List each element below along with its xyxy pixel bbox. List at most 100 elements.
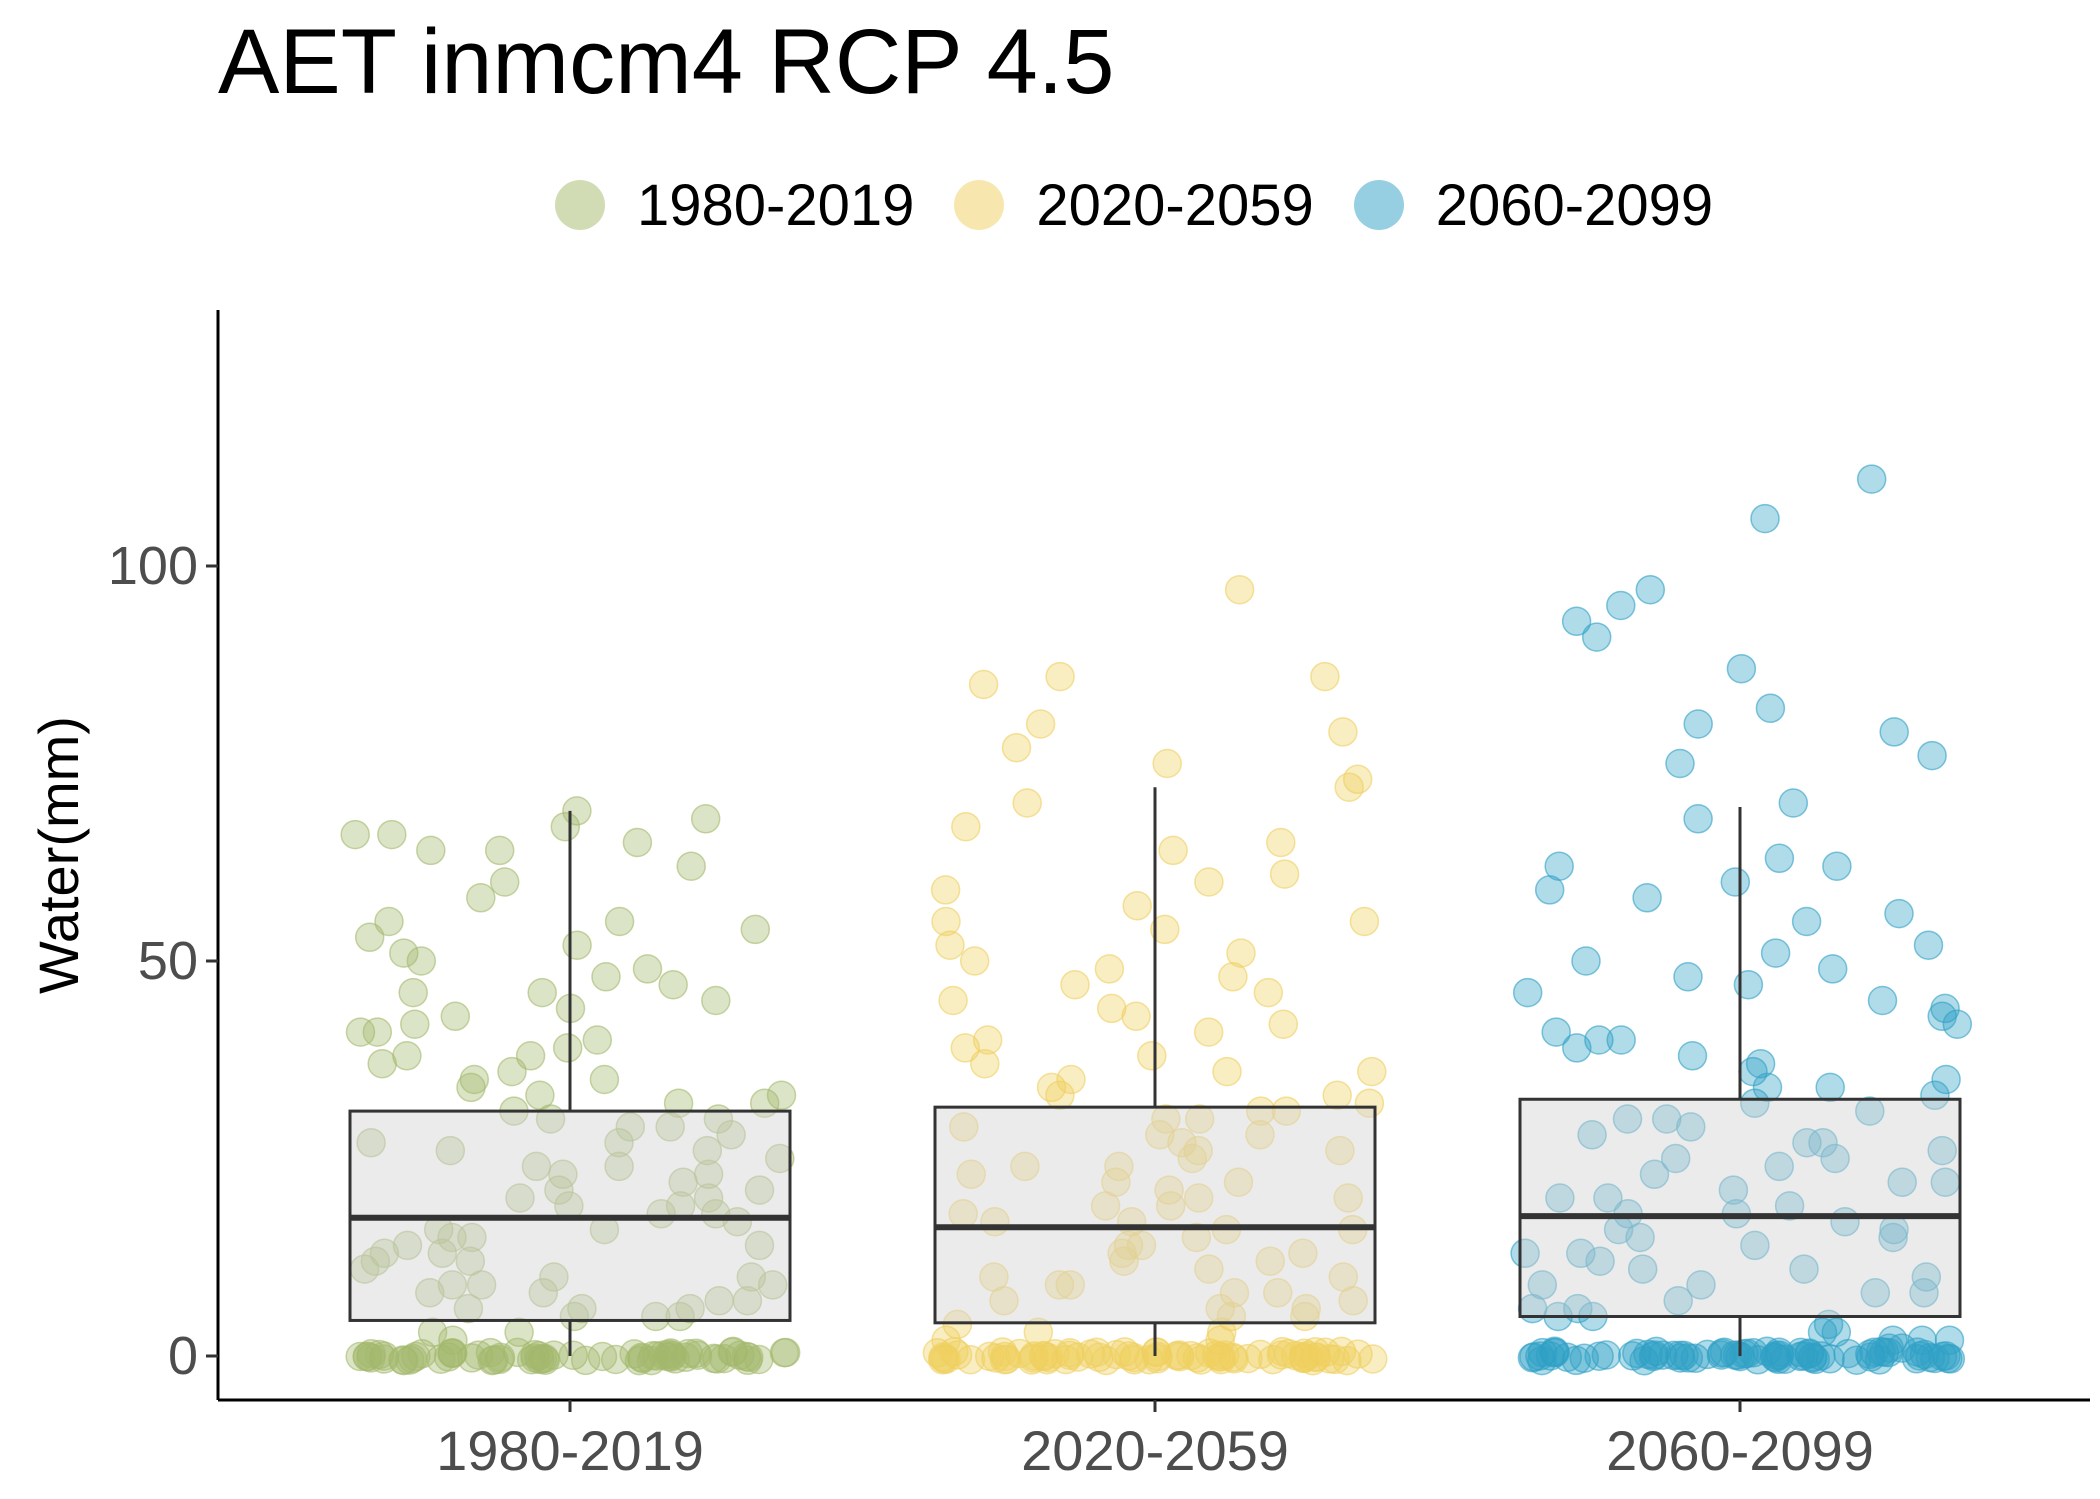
- data-point: [528, 1278, 559, 1308]
- data-point: [632, 954, 663, 984]
- data-point: [527, 977, 557, 1008]
- data-point: [1219, 1278, 1250, 1308]
- box-2060-2099: [1518, 1097, 1962, 1318]
- data-point: [489, 867, 520, 897]
- data-point: [692, 1135, 723, 1166]
- data-point: [484, 1344, 515, 1375]
- data-point: [1342, 764, 1373, 795]
- data-point: [1856, 1342, 1886, 1372]
- data-point: [1683, 804, 1713, 834]
- data-point: [1569, 1343, 1600, 1373]
- data-point: [457, 1222, 487, 1253]
- data-point: [567, 1293, 597, 1324]
- data-point: [1512, 977, 1543, 1008]
- data-point: [1815, 1072, 1845, 1103]
- data-point: [1774, 1191, 1805, 1221]
- data-point: [1718, 1175, 1749, 1205]
- data-point: [1878, 1222, 1908, 1253]
- data-point: [1683, 709, 1713, 739]
- data-point: [1109, 1337, 1140, 1367]
- box-2020-2059: [933, 1105, 1377, 1325]
- data-point: [690, 804, 721, 834]
- x-tick-label-2060-2099: 2060-2099: [1606, 1419, 1874, 1482]
- data-point: [1527, 1337, 1558, 1368]
- data-point: [369, 1238, 400, 1269]
- legend-item-2020-2059: 2020-2059: [954, 172, 1314, 239]
- data-point: [1301, 1342, 1332, 1372]
- data-point: [930, 875, 961, 905]
- legend: 1980-2019 2020-2059 2060-2099: [555, 170, 1753, 240]
- data-point: [453, 1293, 484, 1324]
- data-point: [1218, 962, 1248, 992]
- data-point: [1328, 717, 1358, 747]
- data-point: [959, 946, 990, 976]
- data-point: [504, 1317, 534, 1348]
- data-point: [1651, 1104, 1682, 1134]
- legend-label-2020-2059: 2020-2059: [1036, 172, 1314, 238]
- data-point: [417, 1317, 448, 1348]
- data-point: [604, 906, 635, 937]
- data-point: [1792, 1127, 1822, 1158]
- data-point: [1154, 1175, 1184, 1205]
- data-point: [562, 930, 592, 960]
- data-point: [1584, 1025, 1614, 1055]
- data-point: [415, 1278, 445, 1308]
- data-point: [1266, 1340, 1297, 1370]
- data-point: [1010, 1151, 1040, 1182]
- data-point: [1060, 969, 1090, 1000]
- data-point: [591, 962, 621, 992]
- data-point: [1184, 1104, 1215, 1134]
- data-point: [1253, 977, 1284, 1008]
- data-point: [345, 1341, 375, 1372]
- data-point: [416, 835, 446, 866]
- data-point: [1720, 867, 1751, 897]
- data-point: [1186, 1345, 1216, 1375]
- data-point: [1263, 1278, 1293, 1308]
- data-point: [1104, 1151, 1134, 1182]
- data-point: [1606, 590, 1636, 621]
- data-point: [1328, 1262, 1359, 1292]
- data-point: [1740, 1088, 1770, 1118]
- x-tick-label-1980-2019: 1980-2019: [436, 1419, 704, 1482]
- data-point: [938, 985, 968, 1016]
- data-point: [1255, 1246, 1285, 1276]
- data-point: [1056, 1064, 1086, 1095]
- data-point: [352, 1341, 383, 1372]
- data-point: [548, 1159, 578, 1190]
- data-point: [935, 930, 965, 960]
- data-point: [1044, 1270, 1075, 1300]
- data-point: [392, 1041, 422, 1071]
- data-point: [1224, 574, 1255, 605]
- data-point: [392, 1230, 423, 1261]
- data-point: [1001, 732, 1032, 763]
- data-point: [702, 1344, 732, 1374]
- data-point: [1677, 1041, 1708, 1071]
- data-point: [1217, 1342, 1248, 1373]
- data-point: [744, 1230, 775, 1261]
- legend-label-2060-2099: 2060-2099: [1435, 172, 1714, 238]
- data-point: [1194, 1254, 1224, 1284]
- data-point: [1094, 954, 1125, 984]
- data-point: [931, 1325, 961, 1355]
- data-point: [701, 985, 731, 1016]
- data-point: [360, 1246, 391, 1276]
- data-point: [693, 1183, 724, 1213]
- data-point: [1246, 1096, 1276, 1126]
- chart-title: AET inmcm4 RCP 4.5: [218, 11, 1115, 113]
- data-point: [1145, 1120, 1175, 1150]
- data-point: [1745, 1048, 1776, 1079]
- y-tick-label-50: 50: [138, 931, 198, 991]
- data-point: [440, 1001, 471, 1032]
- data-point: [1194, 867, 1224, 897]
- data-point: [582, 1025, 613, 1055]
- data-point: [1181, 1222, 1212, 1253]
- data-point: [744, 1175, 775, 1205]
- legend-key-2060-2099: [1353, 180, 1404, 230]
- data-point: [604, 1151, 634, 1182]
- data-point: [1860, 1278, 1891, 1308]
- data-point: [1155, 1191, 1186, 1221]
- data-point: [1665, 748, 1695, 779]
- data-point: [641, 1301, 671, 1332]
- data-point: [539, 1262, 569, 1292]
